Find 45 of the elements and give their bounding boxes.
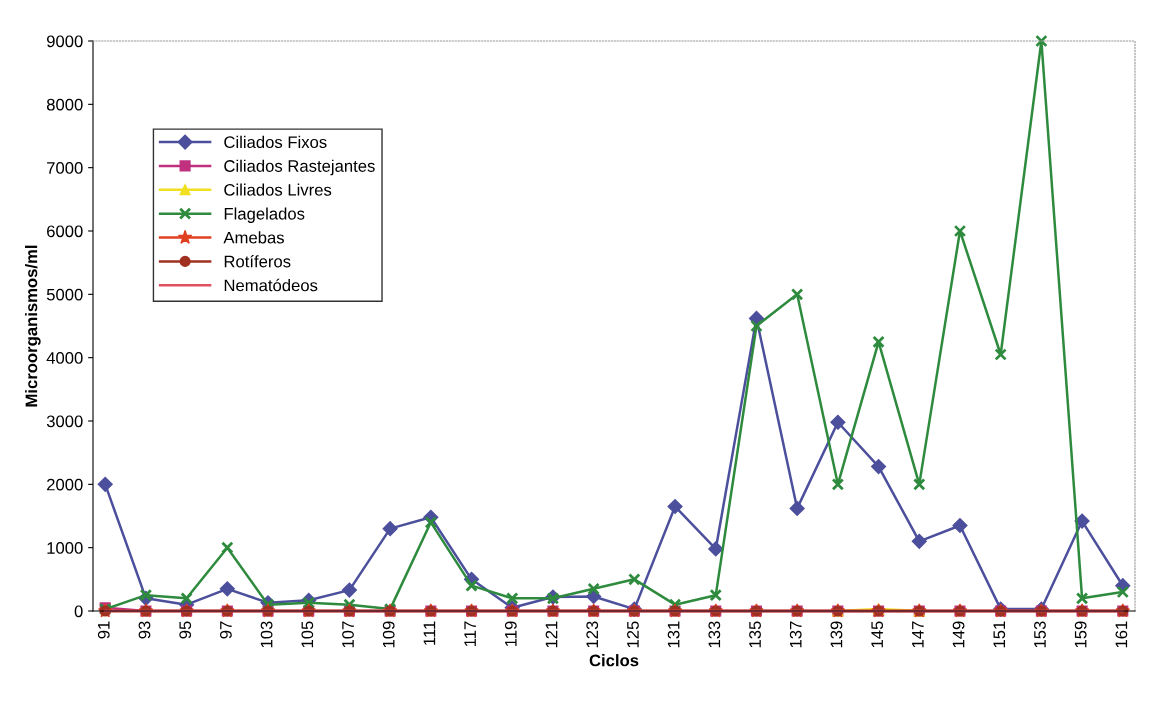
x-tick-label: 151 — [993, 621, 1006, 648]
y-tick-label: 1000 — [47, 542, 83, 554]
x-tick-label: 105 — [301, 621, 314, 648]
x-tick-label: 131 — [667, 621, 680, 648]
y-tick-label: 5000 — [46, 288, 83, 301]
x-tick-label: 135 — [749, 621, 761, 648]
y-tick-label: 7000 — [47, 162, 83, 174]
x-tick-label: 133 — [708, 621, 721, 648]
x-tick-label: 109 — [382, 621, 395, 648]
x-tick-label: 139 — [830, 621, 843, 648]
y-tick-label: 4000 — [46, 352, 83, 364]
x-tick-label: 117 — [464, 621, 476, 647]
y-tick-label: 6000 — [47, 225, 83, 238]
x-tick-label: 97 — [219, 621, 232, 639]
y-tick-label: 3000 — [46, 415, 83, 428]
x-tick-label: 103 — [260, 621, 273, 648]
y-tick-label: 2000 — [47, 478, 83, 491]
legend-label: Ciliados Fixos — [224, 135, 327, 149]
y-tick-label: 8000 — [46, 98, 83, 111]
legend-label: Rotíferos — [224, 254, 291, 268]
legend-label: Ciliados Livres — [224, 183, 332, 196]
legend-label: Nematódeos — [224, 278, 318, 292]
x-tick-label: 145 — [871, 621, 884, 648]
x-tick-label: 153 — [1034, 621, 1046, 648]
x-tick-label: 93 — [138, 621, 151, 639]
y-tick-label: 9000 — [46, 35, 83, 48]
x-axis-title: Ciclos — [589, 654, 639, 667]
x-tick-label: 137 — [789, 621, 802, 648]
x-tick-label: 161 — [1115, 621, 1128, 648]
x-tick-label: 147 — [912, 621, 924, 648]
x-tick-label: 107 — [342, 621, 354, 648]
x-tick-label: 91 — [97, 621, 110, 639]
y-tick-label: 0 — [74, 605, 83, 618]
y-axis-title: Microorganismos/ml — [25, 245, 41, 407]
x-tick-label: 111 — [423, 621, 436, 645]
legend-label: Ciliados Rastejantes — [224, 159, 375, 176]
legend-label: Flagelados — [224, 207, 305, 223]
x-tick-label: 123 — [586, 621, 599, 648]
x-tick-label: 125 — [627, 621, 639, 648]
x-tick-label: 149 — [952, 621, 965, 648]
legend-label: Amebas — [223, 231, 284, 244]
x-tick-label: 95 — [179, 621, 192, 639]
x-tick-label: 121 — [545, 621, 558, 648]
x-tick-label: 159 — [1074, 621, 1087, 648]
x-tick-label: 119 — [504, 621, 517, 647]
